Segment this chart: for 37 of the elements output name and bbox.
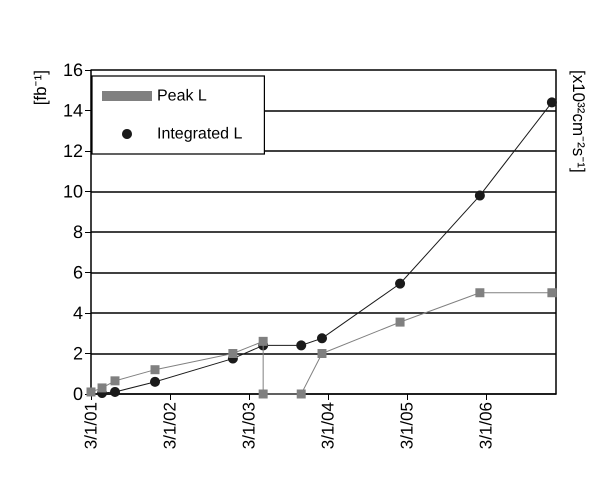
y-axis-title: [fb⁻¹] bbox=[31, 70, 50, 106]
y-tick-label: 14 bbox=[62, 100, 83, 120]
y-tick-label: 6 bbox=[72, 262, 83, 282]
point bbox=[547, 288, 556, 298]
point bbox=[258, 336, 268, 346]
point bbox=[296, 340, 306, 350]
y2-axis-title: [x10³²cm⁻²s⁻¹] bbox=[569, 70, 588, 173]
point bbox=[110, 386, 120, 397]
point bbox=[110, 376, 120, 386]
point bbox=[395, 278, 406, 289]
point bbox=[228, 349, 238, 358]
point bbox=[474, 190, 485, 201]
x-tick-label: 3/1/04 bbox=[318, 402, 338, 450]
y-tick-label: 2 bbox=[72, 344, 83, 364]
y-tick-label: 4 bbox=[72, 303, 83, 323]
point bbox=[98, 383, 107, 392]
point bbox=[150, 365, 160, 374]
point bbox=[475, 288, 484, 298]
x-tick-label: 3/1/01 bbox=[82, 402, 100, 450]
legend-label: Integrated L bbox=[157, 126, 242, 142]
point bbox=[150, 376, 160, 387]
point bbox=[396, 318, 405, 327]
y-tick-label: 12 bbox=[62, 141, 83, 161]
y-tick-label: 10 bbox=[62, 182, 83, 202]
x-tick-label: 3/1/03 bbox=[239, 402, 258, 450]
point bbox=[317, 349, 326, 358]
y-tick-label: 8 bbox=[72, 222, 83, 242]
x-tick-label: 3/1/06 bbox=[476, 402, 496, 450]
point bbox=[316, 333, 327, 344]
x-tick-label: 3/1/05 bbox=[397, 402, 416, 450]
x-tick-label: 3/1/02 bbox=[160, 402, 180, 450]
y-tick-label: 16 bbox=[62, 60, 83, 80]
point bbox=[258, 390, 268, 398]
point bbox=[296, 390, 306, 398]
point bbox=[546, 97, 557, 108]
legend-label: Peak L bbox=[157, 88, 207, 104]
y-tick-label: 0 bbox=[72, 384, 83, 404]
